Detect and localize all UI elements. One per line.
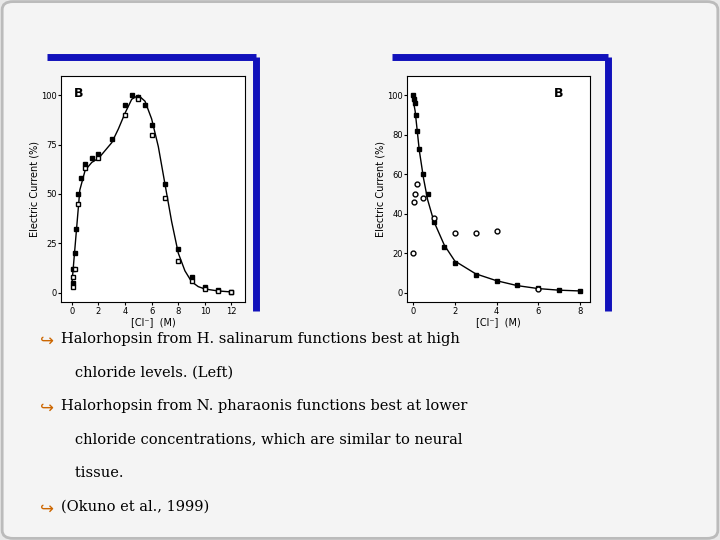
Text: Halorhopsin from H. salinarum functions best at high: Halorhopsin from H. salinarum functions … bbox=[61, 332, 460, 346]
X-axis label: [Cl⁻]  (M): [Cl⁻] (M) bbox=[476, 317, 521, 327]
Text: tissue.: tissue. bbox=[61, 466, 124, 480]
Text: ↪: ↪ bbox=[40, 500, 53, 517]
Text: Halorhopsin from N. pharaonis functions best at lower: Halorhopsin from N. pharaonis functions … bbox=[61, 399, 467, 413]
Text: ↪: ↪ bbox=[40, 399, 53, 417]
Text: chloride concentrations, which are similar to neural: chloride concentrations, which are simil… bbox=[61, 433, 463, 447]
Text: B: B bbox=[554, 87, 563, 100]
Y-axis label: Electric Current (%): Electric Current (%) bbox=[30, 141, 40, 237]
Text: (Okuno et al., 1999): (Okuno et al., 1999) bbox=[61, 500, 210, 514]
Text: ↪: ↪ bbox=[40, 332, 53, 350]
Text: B: B bbox=[74, 87, 84, 100]
X-axis label: [Cl⁻]  (M): [Cl⁻] (M) bbox=[130, 317, 176, 327]
Text: chloride levels. (Left): chloride levels. (Left) bbox=[61, 366, 233, 380]
Y-axis label: Electric Current (%): Electric Current (%) bbox=[376, 141, 385, 237]
